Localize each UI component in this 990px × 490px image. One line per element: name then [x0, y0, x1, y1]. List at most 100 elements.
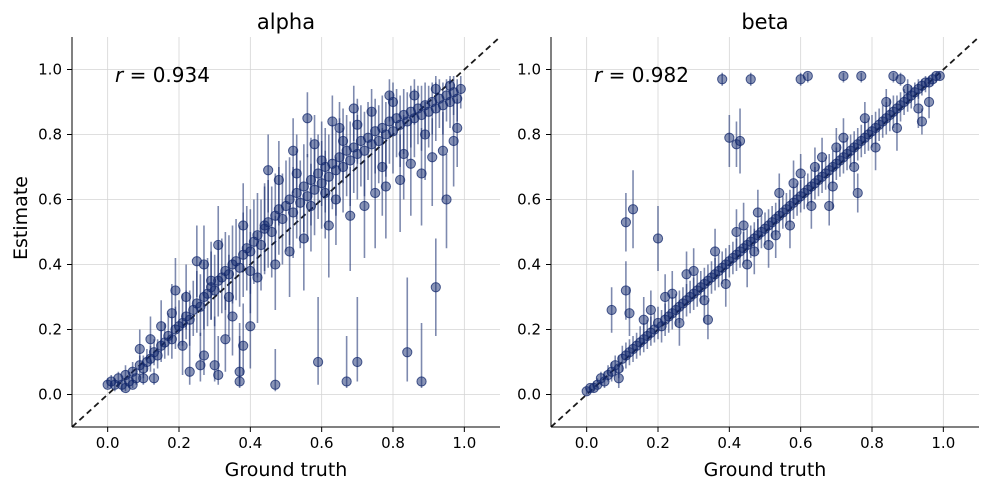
- data-point: [934, 70, 945, 82]
- data-point: [373, 135, 384, 147]
- data-point: [455, 83, 466, 95]
- data-point: [430, 282, 441, 293]
- data-point: [327, 116, 338, 127]
- data-point: [398, 148, 409, 160]
- data-point: [627, 204, 639, 215]
- data-point: [620, 217, 632, 228]
- data-point: [156, 321, 167, 332]
- y-axis-label: Estimate: [10, 176, 32, 260]
- data-point: [245, 265, 256, 277]
- data-point: [377, 161, 388, 173]
- data-point: [352, 356, 363, 368]
- data-point: [416, 168, 427, 179]
- chart-title: beta: [741, 10, 788, 34]
- data-point: [870, 142, 881, 153]
- data-point: [323, 220, 334, 231]
- data-point: [770, 230, 781, 241]
- data-point: [774, 187, 785, 199]
- spines-layer: [71, 37, 500, 428]
- data-point: [238, 340, 249, 351]
- data-point: [291, 168, 302, 179]
- data-point: [448, 135, 459, 147]
- data-point: [305, 174, 317, 186]
- data-point: [148, 373, 160, 384]
- y-tick-label: 0.0: [38, 386, 62, 404]
- data-point: [437, 145, 449, 156]
- data-point: [305, 200, 317, 212]
- x-tick-label: 0.0: [96, 434, 120, 452]
- data-point: [227, 311, 238, 322]
- data-point: [606, 304, 617, 316]
- data-point: [195, 301, 206, 312]
- data-point: [134, 343, 145, 355]
- data-point: [441, 194, 452, 205]
- data-point: [223, 291, 235, 303]
- data-point: [359, 200, 370, 212]
- data-point: [420, 129, 431, 140]
- y-tick-label: 0.2: [517, 321, 541, 339]
- correlation-value: = 0.982: [602, 63, 689, 87]
- data-point: [838, 132, 849, 143]
- data-point: [452, 93, 463, 104]
- data-point: [784, 220, 796, 231]
- data-point: [288, 207, 299, 218]
- data-point: [302, 113, 313, 124]
- data-point: [334, 122, 345, 134]
- points-layer: [102, 80, 466, 394]
- data-point: [209, 285, 220, 296]
- data-point: [838, 70, 849, 82]
- data-point: [238, 220, 249, 231]
- panel-beta: 0.0 0.2 0.4 0.6 0.8 1.0 0.0 0.2 0.4 0.6 0.8 1.0 bet…: [517, 10, 980, 481]
- data-point: [359, 145, 370, 156]
- data-point: [624, 308, 635, 319]
- data-point: [738, 220, 749, 231]
- chart-title: alpha: [257, 10, 315, 34]
- data-point: [444, 80, 456, 91]
- data-point: [316, 178, 327, 189]
- data-point: [902, 83, 913, 95]
- y-tick-label: 0.8: [38, 126, 62, 144]
- data-point: [288, 145, 299, 156]
- data-point: [895, 74, 906, 85]
- data-point: [430, 83, 441, 95]
- data-point: [409, 90, 420, 101]
- correlation-annotation: r = 0.982: [594, 63, 689, 87]
- data-point: [717, 74, 728, 85]
- data-point: [291, 187, 302, 199]
- data-point: [881, 96, 892, 108]
- data-point: [277, 213, 288, 225]
- x-axis-label: Ground truth: [704, 459, 827, 481]
- data-point: [667, 288, 678, 299]
- x-tick-label: 0.4: [238, 434, 262, 452]
- y-tick-label: 0.0: [517, 386, 541, 404]
- data-point: [138, 373, 149, 384]
- data-point: [234, 376, 245, 387]
- x-tick-label: 0.8: [860, 434, 884, 452]
- data-point: [184, 314, 195, 325]
- data-point: [638, 314, 649, 325]
- data-point: [195, 360, 206, 371]
- data-point: [270, 379, 281, 390]
- data-point: [405, 158, 416, 169]
- data-point: [273, 174, 284, 186]
- data-point: [334, 152, 345, 163]
- points-layer: [581, 70, 945, 397]
- data-point: [320, 187, 331, 199]
- ticks-layer: 0.0 0.2 0.4 0.6 0.8 1.0 0.0 0.2 0.4 0.6 0.8 1.0: [38, 61, 476, 453]
- data-point: [298, 181, 309, 192]
- data-point: [749, 246, 760, 257]
- y-tick-label: 0.2: [38, 321, 62, 339]
- data-point: [806, 200, 817, 212]
- data-point: [323, 171, 334, 182]
- data-point: [166, 308, 177, 319]
- correlation-annotation: r = 0.934: [115, 63, 210, 87]
- data-point: [198, 350, 210, 361]
- data-point: [316, 155, 327, 166]
- y-tick-label: 0.4: [517, 256, 541, 274]
- data-point: [402, 347, 413, 358]
- data-point: [681, 269, 692, 280]
- data-point: [352, 119, 363, 130]
- data-point: [849, 161, 860, 173]
- x-tick-label: 0.4: [717, 434, 741, 452]
- data-point: [302, 191, 313, 202]
